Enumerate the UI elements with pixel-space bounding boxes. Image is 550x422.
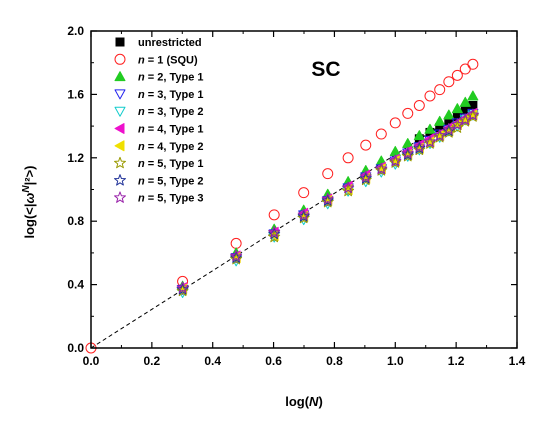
legend-marker-triangle-up <box>114 71 126 82</box>
y-axis-title: log(<|ωN|²>) <box>21 165 37 238</box>
point-star <box>413 140 426 152</box>
legend-label: n = 3, Type 2 <box>138 106 204 118</box>
x-tick-label: 0.4 <box>204 354 221 368</box>
point-circle <box>402 107 414 119</box>
data-points-layer <box>85 58 479 354</box>
point-star <box>466 108 479 121</box>
point-star <box>321 192 334 205</box>
point-triangle-up <box>459 96 471 107</box>
point-circle <box>230 237 242 249</box>
point-circle <box>451 69 463 81</box>
point-star <box>230 249 243 262</box>
point-star <box>433 129 446 141</box>
point-circle <box>322 168 334 180</box>
point-star <box>342 184 355 197</box>
legend-marker-triangle-down <box>114 106 126 117</box>
point-star <box>451 118 464 130</box>
point-triangle-up <box>443 109 455 120</box>
series-9 <box>176 108 479 293</box>
legend-label: n = 4, Type 1 <box>138 124 204 136</box>
legend-label: n = 5, Type 3 <box>138 193 204 205</box>
point-star <box>401 146 414 159</box>
legend-marker-star <box>114 156 126 169</box>
point-star <box>459 113 472 125</box>
point-triangle-up <box>434 115 446 126</box>
x-tick-label: 1.0 <box>387 354 404 368</box>
y-tick-label: 1.6 <box>67 87 84 101</box>
legend-marker-star <box>114 191 126 203</box>
point-star <box>375 162 388 175</box>
reference-dashed-line <box>90 105 472 349</box>
point-star <box>297 208 310 221</box>
point-triangle-up <box>451 103 463 114</box>
legend-label: n = 2, Type 1 <box>138 72 204 84</box>
point-triangle-up <box>467 90 479 101</box>
point-star <box>359 170 372 182</box>
legend-label: n = 1 (SQU) <box>138 54 198 66</box>
point-circle <box>413 99 425 111</box>
point-star <box>176 281 189 293</box>
axes-layer: 0.0 0.2 0.4 0.6 0.8 1.0 1.2 1.4 0.0 0.4 0.8 1.2 1.6 2… <box>67 24 525 368</box>
y-tick-label: 2.0 <box>67 24 84 38</box>
point-triangle-up <box>413 130 425 141</box>
point-circle <box>434 84 446 96</box>
panel-label: SC <box>311 58 340 81</box>
point-circle <box>389 117 401 129</box>
legend-label: unrestricted <box>138 37 202 49</box>
x-tick-label: 0.8 <box>326 354 343 368</box>
point-circle <box>298 187 310 199</box>
x-tick-label: 0.2 <box>144 354 161 368</box>
legend-marker-circle <box>114 53 126 65</box>
legend: unrestricted n = 1 (SQU) n = 2, Type 1 n = … <box>114 37 204 205</box>
legend-label: n = 5, Type 2 <box>138 175 204 187</box>
point-circle <box>375 128 387 140</box>
y-tick-label: 0.0 <box>67 341 84 355</box>
point-circle <box>360 139 372 151</box>
point-triangle-up <box>424 123 436 134</box>
x-tick-label: 0.0 <box>83 354 100 368</box>
point-circle <box>459 63 471 75</box>
point-star <box>342 181 355 194</box>
x-axis-title: log(N) <box>285 394 323 409</box>
legend-marker-square <box>115 37 125 47</box>
point-circle <box>467 58 479 70</box>
legend-marker-triangle-left <box>114 123 125 134</box>
y-tick-label: 0.4 <box>67 278 84 292</box>
legend-marker-star <box>114 174 126 186</box>
point-circle <box>424 90 436 102</box>
legend-marker-triangle-down <box>114 89 126 100</box>
x-tick-label: 1.2 <box>448 354 465 368</box>
point-star <box>442 123 455 135</box>
y-tick-label: 0.8 <box>67 214 84 228</box>
legend-label: n = 4, Type 2 <box>138 141 204 153</box>
point-circle <box>443 76 455 88</box>
point-star <box>268 230 281 243</box>
x-tick-label: 0.6 <box>265 354 282 368</box>
y-tick-label: 1.2 <box>67 151 84 165</box>
point-star <box>424 135 436 148</box>
point-star <box>268 226 281 238</box>
plot-frame <box>90 30 518 349</box>
legend-label: n = 3, Type 1 <box>138 89 204 101</box>
legend-label: n = 5, Type 1 <box>138 158 204 170</box>
series-2 <box>177 90 479 291</box>
x-tick-label: 1.4 <box>509 354 526 368</box>
point-circle <box>342 152 354 164</box>
series-1 <box>85 58 479 354</box>
legend-marker-triangle-left <box>114 140 125 152</box>
point-circle <box>268 209 280 221</box>
point-star <box>389 154 402 167</box>
